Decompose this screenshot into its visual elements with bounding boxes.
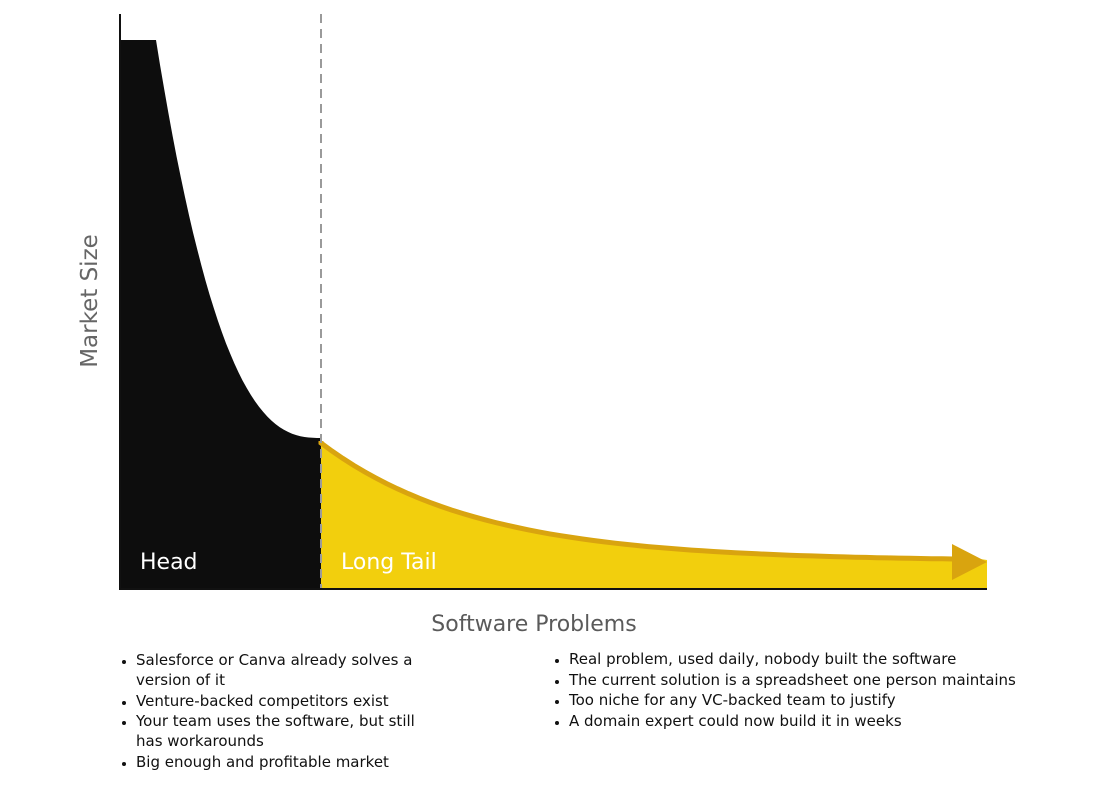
tail-region bbox=[321, 438, 987, 589]
head-label: Head bbox=[140, 550, 198, 575]
tail-edge-line bbox=[318, 440, 976, 562]
note-item: Big enough and profitable market bbox=[136, 752, 436, 772]
note-item: Your team uses the software, but still h… bbox=[136, 711, 436, 751]
head-notes-list: Salesforce or Canva already solves a ver… bbox=[118, 650, 436, 772]
note-item: The current solution is a spreadsheet on… bbox=[569, 670, 1029, 690]
note-item: A domain expert could now build it in we… bbox=[569, 711, 1029, 731]
note-item: Salesforce or Canva already solves a ver… bbox=[136, 650, 436, 690]
tail-notes-list: Real problem, used daily, nobody built t… bbox=[551, 649, 1029, 731]
y-axis-label: Market Size bbox=[77, 234, 103, 368]
note-item: Too niche for any VC-backed team to just… bbox=[569, 690, 1029, 710]
long-tail-label: Long Tail bbox=[341, 550, 437, 575]
note-item: Venture-backed competitors exist bbox=[136, 691, 436, 711]
long-tail-diagram: Market Size Software Problems Head Long … bbox=[77, 14, 987, 637]
arrow-head-icon bbox=[952, 544, 987, 580]
head-region bbox=[120, 40, 321, 589]
note-item: Real problem, used daily, nobody built t… bbox=[569, 649, 1029, 669]
x-axis-label: Software Problems bbox=[431, 612, 636, 637]
